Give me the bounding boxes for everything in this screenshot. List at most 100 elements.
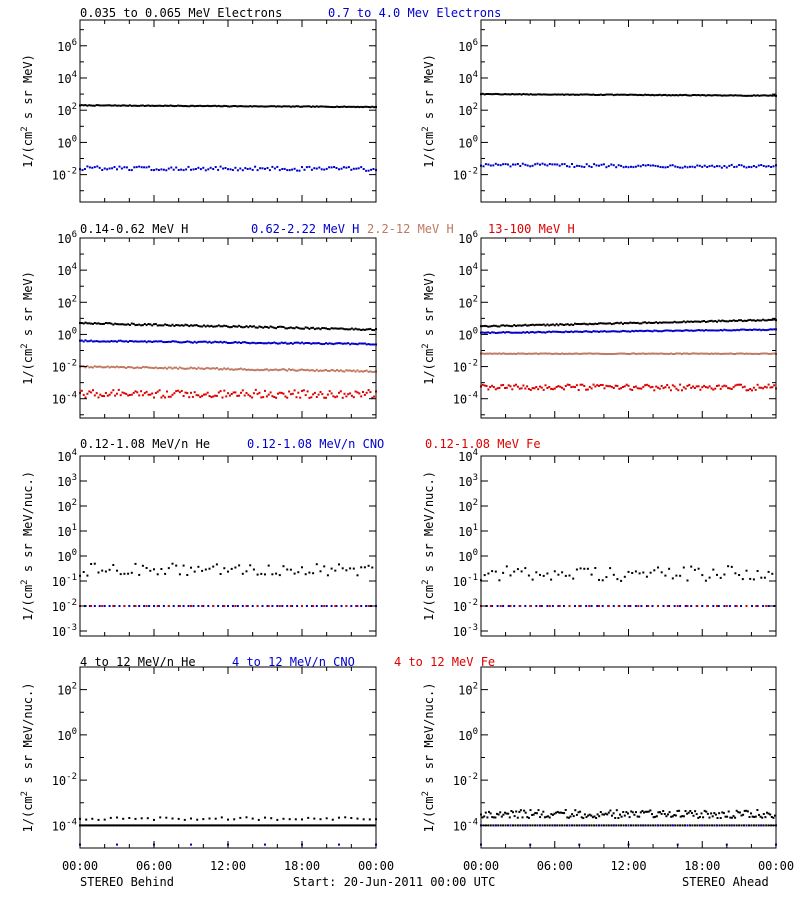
data-point (686, 166, 689, 169)
data-point (277, 326, 279, 328)
data-point (269, 391, 272, 394)
data-point (283, 167, 286, 170)
data-point (620, 164, 623, 167)
data-point (245, 369, 248, 371)
series-electrons-behind-1 (79, 165, 377, 172)
data-point (350, 342, 353, 345)
data-point (738, 352, 741, 355)
data-point (286, 169, 289, 172)
data-point (751, 815, 754, 818)
data-point (553, 824, 556, 827)
data-point (612, 573, 615, 576)
data-point (714, 813, 717, 816)
data-point (644, 330, 647, 332)
data-point (267, 105, 270, 108)
data-point (769, 813, 772, 816)
data-point (757, 824, 760, 827)
data-point (212, 325, 215, 328)
data-point (121, 391, 124, 394)
data-point (154, 824, 157, 827)
data-point (101, 824, 104, 827)
data-point (142, 824, 145, 827)
data-point (184, 341, 187, 343)
data-point (332, 369, 335, 372)
data-point (568, 384, 571, 386)
data-point (551, 388, 554, 391)
data-point (208, 817, 211, 820)
data-point (280, 368, 283, 371)
data-point (369, 391, 372, 394)
data-point (289, 393, 292, 396)
data-point (507, 93, 510, 96)
data-point (647, 93, 650, 96)
data-point (489, 812, 492, 815)
y-tick-label: 100 (57, 548, 77, 564)
data-point (568, 605, 571, 607)
legend-heavy-low-0: 0.12-1.08 MeV/n He (80, 437, 210, 451)
data-point (750, 166, 753, 169)
data-point (82, 393, 85, 396)
data-point (669, 389, 672, 392)
data-point (664, 574, 667, 577)
data-point (758, 328, 761, 331)
data-point (236, 105, 239, 108)
data-point (190, 104, 192, 107)
data-point (326, 824, 329, 827)
data-point (697, 329, 700, 331)
data-point (763, 329, 766, 332)
data-point (722, 812, 725, 815)
data-point (321, 343, 324, 346)
data-point (585, 93, 588, 96)
data-point (553, 387, 556, 390)
data-point (175, 166, 178, 169)
data-point (148, 165, 151, 168)
data-point (212, 367, 215, 370)
data-point (505, 812, 508, 815)
data-point (162, 341, 165, 344)
data-point (241, 572, 244, 575)
data-point (657, 94, 659, 97)
data-point (335, 167, 338, 169)
data-point (625, 811, 628, 814)
data-point (236, 341, 239, 344)
data-point (127, 572, 130, 575)
data-point (289, 342, 292, 344)
data-point (278, 824, 281, 827)
data-point (301, 341, 303, 344)
data-point (537, 388, 540, 391)
data-point (160, 824, 163, 827)
data-point (679, 605, 682, 607)
data-point (365, 605, 368, 607)
data-point (88, 340, 91, 343)
data-point (206, 104, 209, 107)
data-point (487, 93, 490, 95)
data-point (556, 810, 559, 813)
data-point (371, 343, 374, 346)
data-point (116, 323, 118, 326)
data-point (526, 164, 529, 167)
data-point (676, 810, 679, 812)
data-point (241, 389, 244, 392)
data-point (489, 824, 492, 827)
data-point (647, 810, 650, 813)
data-point (112, 564, 115, 566)
data-point (290, 824, 293, 827)
data-point (677, 94, 680, 97)
data-point (586, 388, 589, 391)
data-point (284, 327, 287, 330)
footer-right-label: STEREO Ahead (682, 875, 769, 889)
series-protons-behind-1 (79, 339, 377, 346)
data-point (612, 94, 615, 97)
data-point (143, 605, 146, 607)
data-point (80, 104, 83, 107)
data-point (320, 168, 323, 171)
data-point (575, 824, 578, 827)
data-point (762, 387, 765, 390)
data-point (483, 331, 486, 334)
data-point (230, 824, 232, 827)
data-point (598, 93, 600, 96)
data-point (268, 824, 271, 827)
data-point (681, 321, 683, 324)
data-point (243, 326, 246, 329)
series-heavy-high-ahead-0 (480, 809, 776, 820)
